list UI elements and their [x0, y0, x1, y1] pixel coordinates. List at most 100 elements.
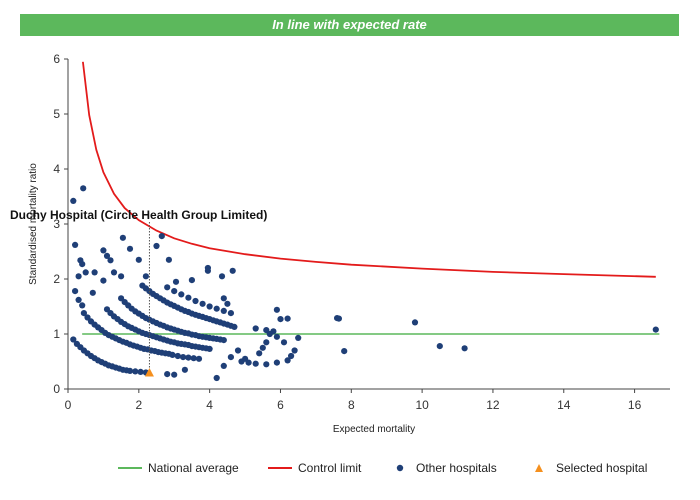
x-tick-label: 12 — [486, 398, 500, 412]
selected-hospital-point — [144, 368, 154, 377]
status-banner: In line with expected rate — [20, 14, 679, 36]
other-hospital-point — [100, 277, 107, 284]
other-hospital-point — [213, 305, 220, 312]
x-tick-label: 16 — [628, 398, 642, 412]
other-hospital-point — [185, 354, 192, 361]
other-hospital-point — [295, 334, 302, 341]
other-hospital-point — [171, 288, 178, 295]
other-hospital-point — [126, 245, 134, 252]
x-ticks: 0 2 4 6 8 10 12 14 16 — [65, 389, 642, 412]
other-hospital-point — [174, 352, 181, 360]
other-hospital-point — [206, 303, 213, 310]
other-hospital-point — [110, 269, 118, 276]
other-hospital-point — [153, 242, 160, 250]
legend-control-limit-label: Control limit — [298, 461, 362, 475]
y-ticks: 0 1 2 3 4 5 6 — [53, 52, 68, 396]
other-hospital-point — [185, 294, 192, 301]
other-hospital-point — [192, 297, 199, 305]
other-hospital-point — [181, 366, 188, 373]
y-tick-label: 4 — [53, 162, 60, 176]
other-hospital-point — [229, 267, 236, 274]
other-hospital-point — [142, 273, 149, 280]
y-tick-label: 0 — [53, 382, 60, 396]
other-hospital-point — [137, 368, 144, 375]
other-hospital-point — [252, 325, 259, 332]
other-hospital-point — [178, 291, 185, 298]
other-hospital-point — [270, 328, 277, 335]
other-hospital-point — [126, 367, 134, 374]
other-hospital-point — [220, 295, 227, 302]
other-hospital-point — [158, 233, 165, 240]
plot-area: Duchy Hospital (Circle Health Group Limi… — [10, 61, 660, 382]
other-hospital-point — [411, 319, 419, 326]
other-hospital-point — [436, 343, 443, 350]
other-hospital-point — [107, 257, 114, 264]
x-tick-label: 0 — [65, 398, 72, 412]
y-tick-label: 3 — [53, 217, 60, 231]
other-hospital-point — [206, 345, 213, 352]
other-hospital-point — [252, 360, 259, 367]
other-hospital-point — [263, 361, 270, 368]
other-hospital-point — [165, 256, 172, 263]
legend-selected-hospital-label: Selected hospital — [556, 461, 647, 475]
y-tick-label: 5 — [53, 107, 60, 121]
y-tick-label: 6 — [53, 52, 60, 66]
other-hospital-point — [273, 333, 280, 340]
other-hospital-point — [195, 355, 203, 362]
other-hospital-point — [204, 264, 211, 272]
other-hospital-point — [218, 273, 226, 280]
other-hospital-point — [72, 288, 79, 295]
other-hospital-point — [291, 347, 298, 354]
x-tick-label: 10 — [415, 398, 429, 412]
other-hospital-point — [335, 315, 342, 322]
other-hospital-point — [461, 345, 468, 352]
other-hospital-point — [172, 278, 180, 285]
other-hospital-point — [220, 307, 227, 314]
other-hospital-point — [79, 261, 86, 268]
x-tick-label: 6 — [277, 398, 284, 412]
other-hospital-point — [242, 355, 249, 362]
other-hospital-point — [277, 316, 284, 323]
other-hospital-point — [273, 306, 280, 313]
other-hospital-point — [119, 234, 126, 241]
other-hospital-point — [72, 241, 79, 248]
other-hospital-point — [82, 269, 89, 276]
other-hospital-point — [263, 327, 270, 334]
legend: National average Control limit Other hos… — [118, 461, 647, 475]
other-hospital-point — [220, 337, 227, 344]
legend-selected-hospital-swatch — [535, 464, 543, 472]
other-hospital-point — [220, 362, 227, 369]
selected-hospital-label: Duchy Hospital (Circle Health Group Limi… — [10, 208, 267, 222]
x-tick-label: 8 — [348, 398, 355, 412]
other-hospital-point — [341, 348, 348, 355]
other-hospital-point — [213, 374, 220, 382]
x-tick-label: 4 — [206, 398, 213, 412]
legend-other-hospitals-label: Other hospitals — [416, 461, 497, 475]
other-hospital-point — [132, 368, 139, 375]
other-hospital-point — [79, 302, 86, 309]
other-hospital-point — [70, 336, 77, 343]
y-axis-label: Standardised mortality ratio — [28, 163, 39, 285]
other-hospital-point — [80, 185, 87, 192]
other-hospital-point — [227, 354, 234, 361]
other-hospital-point — [227, 310, 234, 317]
other-hospital-point — [103, 252, 111, 259]
other-hospital-point — [190, 355, 197, 362]
other-hospital-point — [259, 344, 266, 351]
other-hospital-point — [75, 296, 82, 303]
other-hospital-point — [100, 247, 107, 254]
y-tick-label: 2 — [53, 272, 60, 286]
other-hospital-point — [273, 359, 280, 366]
legend-national-average-label: National average — [148, 461, 239, 475]
y-tick-label: 1 — [53, 327, 60, 341]
other-hospital-point — [256, 350, 263, 357]
other-hospital-point — [135, 256, 142, 263]
other-hospital-point — [75, 273, 82, 280]
other-hospital-point — [91, 269, 98, 276]
other-hospital-point — [231, 323, 238, 330]
other-hospital-point — [171, 371, 178, 378]
other-hospital-point — [80, 310, 87, 317]
other-hospital-point — [263, 339, 270, 346]
other-hospital-point — [188, 277, 195, 284]
